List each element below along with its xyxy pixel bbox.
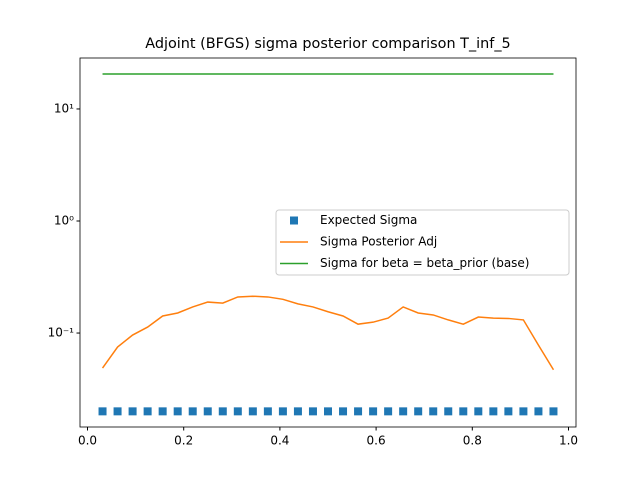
legend-label: Sigma for beta = beta_prior (base) (320, 256, 529, 270)
x-tick-label: 0.4 (270, 434, 289, 448)
marker (308, 407, 317, 416)
marker (414, 407, 423, 416)
marker (489, 407, 498, 416)
marker (143, 407, 152, 416)
x-tick-label: 0.8 (463, 434, 482, 448)
plot-area (98, 73, 558, 416)
x-tick-label: 1.0 (559, 434, 578, 448)
marker (324, 407, 332, 416)
axes-frame (79, 57, 577, 428)
marker (203, 407, 212, 416)
marker (429, 407, 438, 416)
marker (549, 407, 558, 416)
legend-box (275, 209, 570, 276)
marker (339, 407, 348, 416)
marker (263, 407, 272, 416)
marker (444, 407, 453, 416)
marker (188, 407, 197, 416)
x-tick-label: 0.0 (78, 434, 97, 448)
marker (519, 407, 528, 416)
marker (233, 407, 242, 416)
y-tick-label: 10⁰ (54, 214, 74, 228)
marker (293, 407, 302, 416)
marker (474, 407, 483, 416)
marker (384, 407, 393, 416)
legend-marker (290, 216, 298, 225)
marker (158, 407, 167, 416)
y-tick-label: 10¹ (54, 101, 74, 115)
marker (504, 407, 513, 416)
line (101, 295, 555, 371)
legend-label: Sigma Posterior Adj (320, 235, 437, 249)
marker (218, 407, 227, 416)
marker (369, 407, 378, 416)
marker (278, 407, 287, 416)
x-tick-label: 0.2 (174, 434, 193, 448)
legend: Expected Sigma Sigma Posterior Adj Sigma f… (275, 209, 570, 276)
marker (534, 407, 543, 416)
marker (248, 407, 257, 416)
y-tick-label: 10⁻¹ (48, 326, 75, 340)
legend-label: Expected Sigma (320, 213, 417, 227)
marker (113, 407, 122, 416)
marker (459, 407, 468, 416)
marker (128, 407, 137, 416)
x-tick-label: 0.6 (367, 434, 386, 448)
chart-title: Adjoint (BFGS) sigma posterior compariso… (145, 36, 510, 52)
marker (98, 407, 107, 416)
marker (173, 407, 182, 416)
marker (399, 407, 408, 416)
marker (354, 407, 363, 416)
